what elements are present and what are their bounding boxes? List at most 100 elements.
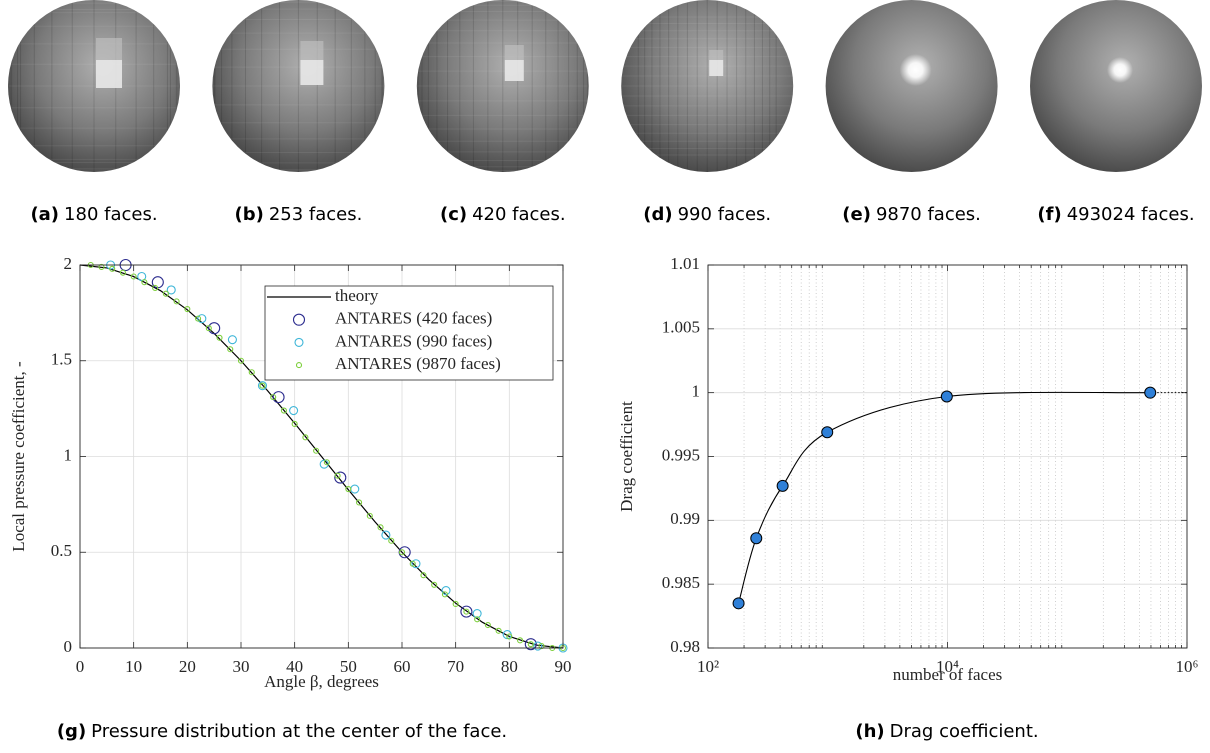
data-point — [259, 382, 266, 389]
highlight — [709, 60, 724, 76]
sphere-image — [825, 0, 998, 172]
sphere — [1030, 0, 1202, 172]
data-point — [484, 621, 491, 629]
highlight-dim — [504, 45, 524, 60]
data-point — [216, 334, 223, 341]
caption: (g) Pressure distribution at the center o… — [57, 721, 507, 742]
sphere — [416, 0, 589, 172]
caption: (c) 420 faces. — [440, 204, 566, 225]
sphere-image — [621, 0, 794, 172]
data-point — [173, 298, 180, 305]
data-point — [409, 560, 416, 567]
caption-label: (c) — [440, 204, 467, 225]
y-axis-label: Local pressure coefficient, - — [9, 361, 28, 552]
y-tick-label: 1.005 — [662, 318, 700, 337]
data-point — [411, 559, 421, 569]
data-point — [732, 597, 745, 610]
x-axis-label: Angle β, degrees — [264, 672, 379, 691]
data-point — [237, 357, 245, 364]
x-tick-label: 80 — [501, 657, 518, 676]
data-point — [270, 394, 277, 401]
caption-text: 420 faces. — [472, 204, 566, 225]
caption-text: 253 faces. — [269, 204, 363, 225]
data-point — [184, 305, 191, 313]
legend-label: ANTARES (9870 faces) — [335, 354, 501, 373]
highlight-dim — [300, 41, 324, 60]
x-tick-label: 10² — [697, 657, 719, 676]
x-tick-label: 20 — [179, 657, 196, 676]
data-point — [441, 591, 448, 598]
theory-line — [79, 264, 564, 649]
sphere — [825, 0, 998, 172]
data-point — [227, 335, 237, 345]
caption: (e) 9870 faces. — [842, 204, 981, 225]
caption: (d) 990 faces. — [643, 204, 771, 225]
data-point — [162, 290, 169, 297]
axes-box — [707, 264, 1188, 649]
caption-label: (a) — [30, 204, 59, 225]
data-point — [366, 512, 373, 519]
data-point — [289, 405, 299, 416]
data-point — [524, 638, 537, 651]
caption-label: (b) — [234, 204, 263, 225]
data-point — [538, 643, 545, 650]
data-point — [272, 391, 285, 404]
x-tick-label: 50 — [340, 657, 357, 676]
sphere-image — [8, 0, 180, 172]
caption-label: (f) — [1037, 204, 1061, 225]
highlight — [300, 60, 324, 85]
legend-box — [264, 285, 554, 381]
caption: (h) Drag coefficient. — [855, 721, 1038, 742]
data-point — [821, 426, 834, 439]
data-point — [495, 627, 502, 634]
data-point — [313, 447, 320, 454]
data-point — [940, 390, 953, 403]
y-tick-label: 1.01 — [670, 254, 700, 273]
data-point — [302, 434, 309, 441]
data-point — [208, 322, 221, 335]
y-tick-label: 0 — [64, 637, 73, 656]
data-point — [474, 616, 481, 623]
data-point — [750, 532, 763, 545]
data-point — [334, 471, 347, 484]
y-tick-label: 1.5 — [51, 350, 72, 369]
data-point — [205, 325, 212, 332]
legend-marker — [292, 313, 306, 326]
data-point — [248, 369, 255, 376]
sphere-image — [212, 0, 385, 172]
data-point — [130, 273, 137, 280]
data-point — [527, 641, 534, 648]
y-tick-label: 0.5 — [51, 541, 72, 560]
data-point — [533, 641, 543, 651]
data-point — [152, 284, 159, 292]
y-axis-label: Drag coefficient — [617, 401, 636, 512]
y-tick-label: 2 — [64, 254, 73, 273]
data-point — [463, 608, 470, 615]
x-tick-label: 70 — [447, 657, 464, 676]
caption-text: 9870 faces. — [876, 204, 981, 225]
caption-label: (e) — [842, 204, 871, 225]
legend-label: ANTARES (420 faces) — [335, 309, 492, 328]
caption: (a) 180 faces. — [30, 204, 157, 225]
data-point — [334, 472, 341, 479]
caption: (f) 493024 faces. — [1037, 204, 1194, 225]
data-point — [109, 265, 116, 272]
facets — [8, 0, 180, 172]
data-point — [137, 271, 147, 282]
legend-marker — [295, 362, 303, 369]
data-point — [280, 407, 287, 414]
data-point — [431, 581, 438, 588]
highlight — [1107, 57, 1133, 83]
data-point — [506, 633, 513, 640]
data-point — [98, 263, 105, 270]
x-axis-label: number of faces — [893, 665, 1003, 684]
caption-label: (d) — [643, 204, 672, 225]
highlight — [899, 54, 932, 86]
data-point — [345, 486, 352, 493]
highlight — [504, 60, 524, 81]
data-point — [381, 530, 391, 540]
data-point — [356, 499, 363, 506]
sphere-image — [1030, 0, 1202, 172]
data-point — [323, 459, 330, 466]
